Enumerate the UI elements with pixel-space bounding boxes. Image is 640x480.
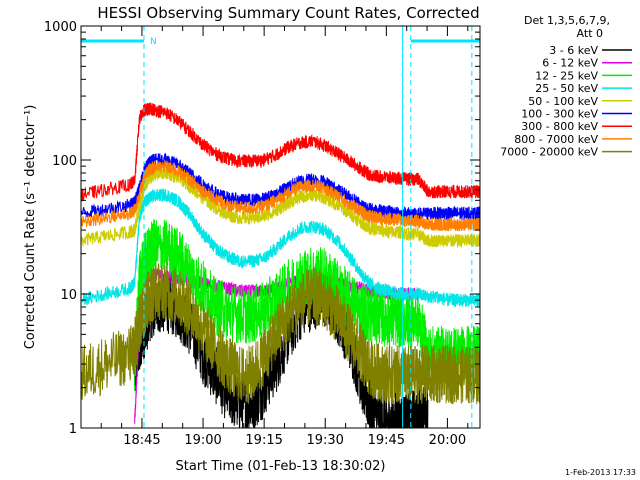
x-tick-label: 19:30 <box>306 433 343 448</box>
legend-header-line-2: Att 0 <box>577 27 603 40</box>
chart-title: HESSI Observing Summary Count Rates, Cor… <box>97 4 479 22</box>
x-tick-label: 19:45 <box>368 433 405 448</box>
x-tick-label: 19:15 <box>245 433 282 448</box>
series-line-7000-20000-kev <box>80 262 481 405</box>
legend-item-label: 50 - 100 keV <box>528 95 598 108</box>
x-axis-label: Start Time (01-Feb-13 18:30:02) <box>176 459 386 474</box>
legend-header-line-1: Det 1,3,5,6,7,9, <box>524 14 610 27</box>
y-tick-label: 100 <box>52 154 77 169</box>
legend-item-label: 12 - 25 keV <box>535 69 598 82</box>
flag-label: N <box>150 37 157 47</box>
legend-item-label: 6 - 12 keV <box>542 57 598 70</box>
y-tick-label: 1 <box>69 422 77 437</box>
timestamp: 1-Feb-2013 17:33 <box>565 468 636 477</box>
legend-item-label: 300 - 800 keV <box>521 120 598 133</box>
x-tick-label: 20:00 <box>429 433 466 448</box>
y-axis-label: Corrected Count Rate (s⁻¹ detector⁻¹) <box>23 105 38 350</box>
y-tick-label: 1000 <box>44 20 77 35</box>
series-line-100-300-kev <box>80 152 481 222</box>
legend-item-label: 3 - 6 keV <box>549 44 598 57</box>
y-tick-label: 10 <box>60 288 77 303</box>
legend-item-label: 100 - 300 keV <box>521 108 598 121</box>
series-line-800-7000-kev <box>80 159 481 232</box>
series-line-300-800-kev <box>80 102 481 202</box>
legend-item-label: 7000 - 20000 keV <box>500 146 598 159</box>
x-tick-label: 19:00 <box>184 433 221 448</box>
legend-item-label: 800 - 7000 keV <box>514 133 598 146</box>
series-line-25-50-kev <box>80 188 481 308</box>
plot-frame <box>80 25 481 429</box>
x-tick-label: 18:45 <box>123 433 160 448</box>
legend-item-label: 25 - 50 keV <box>535 82 598 95</box>
